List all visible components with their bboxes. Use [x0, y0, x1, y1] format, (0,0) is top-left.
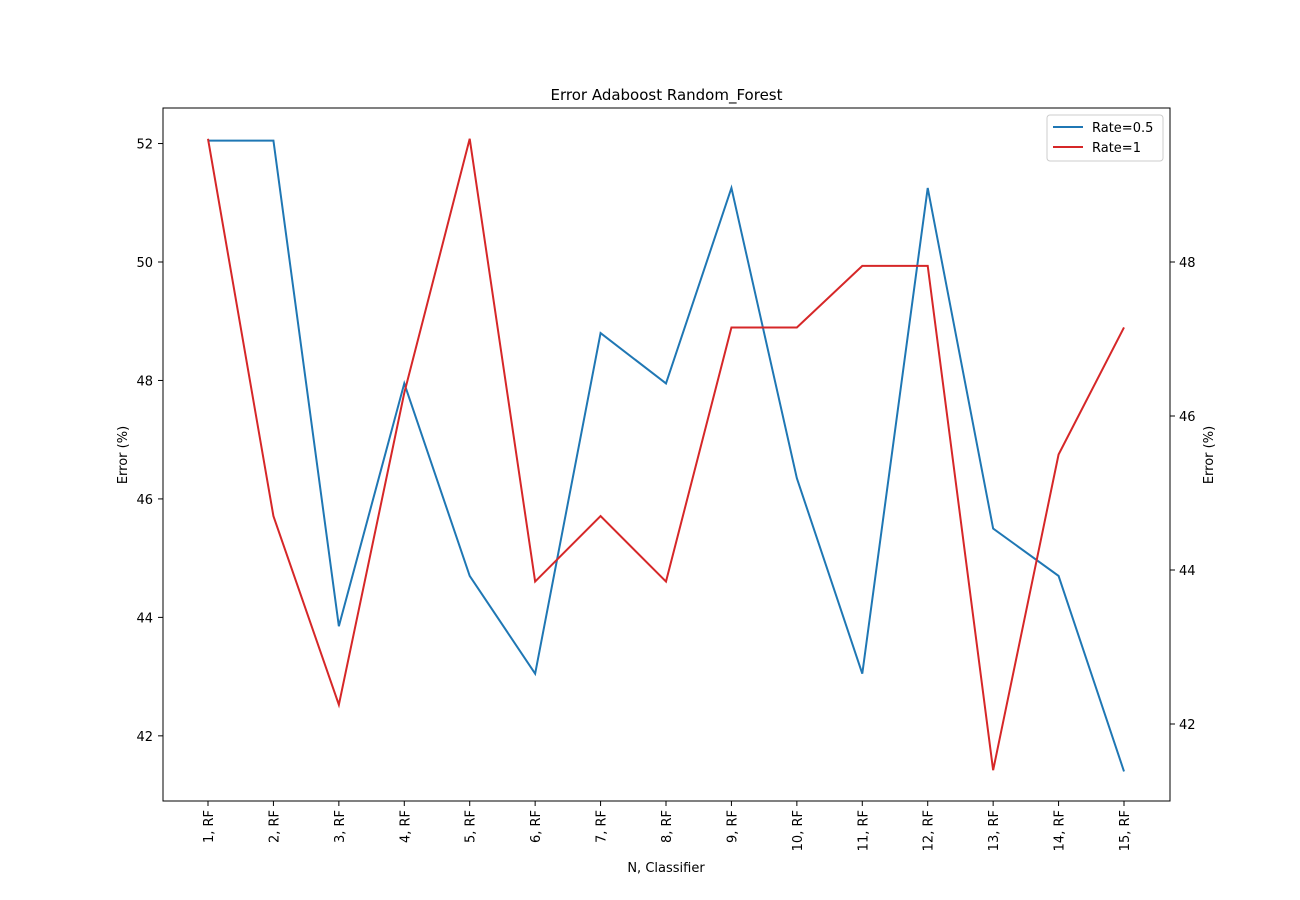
y-tick-label-right: 46	[1179, 410, 1196, 425]
series-line-rate-1	[207, 138, 1125, 771]
y-tick-label-right: 42	[1179, 718, 1196, 733]
ticks-layer: 1, RF 2, RF 3, RF 4, RF 5, RF 6, RF 7, RF 8, RF…	[136, 138, 1195, 852]
y-tick-label-left: 42	[136, 730, 153, 745]
x-tick-label: 12, RF	[922, 810, 937, 851]
x-tick-label: 4, RF	[398, 810, 413, 843]
legend-label-rate-0-5: Rate=0.5	[1092, 121, 1153, 136]
legend: Rate=0.5 Rate=1	[1046, 114, 1164, 162]
chart-title: Error Adaboost Random_Forest	[550, 86, 782, 105]
y-axis-label-right: Error (%)	[1202, 426, 1217, 484]
x-tick-label: 9, RF	[725, 810, 740, 843]
x-tick-label: 2, RF	[267, 810, 282, 843]
y-tick-label-left: 52	[136, 138, 153, 153]
plot-frame	[162, 107, 1171, 802]
x-tick-label: 13, RF	[987, 810, 1002, 851]
y-tick-label-left: 44	[136, 611, 153, 626]
y-axis-label-left: Error (%)	[116, 426, 131, 484]
legend-label-rate-1: Rate=1	[1092, 141, 1141, 156]
x-tick-label: 10, RF	[791, 810, 806, 851]
x-tick-label: 15, RF	[1118, 810, 1133, 851]
x-tick-label: 5, RF	[464, 810, 479, 843]
lines-layer	[207, 138, 1125, 772]
y-tick-label-right: 44	[1179, 564, 1196, 579]
y-tick-label-right: 48	[1179, 256, 1196, 271]
x-tick-label: 14, RF	[1053, 810, 1068, 851]
y-tick-label-left: 46	[136, 493, 153, 508]
x-tick-label: 1, RF	[202, 810, 217, 843]
y-tick-label-left: 48	[136, 374, 153, 389]
x-axis-label: N, Classifier	[627, 861, 705, 876]
y-tick-label-left: 50	[136, 256, 153, 271]
x-tick-label: 7, RF	[595, 810, 610, 843]
x-tick-label: 8, RF	[660, 810, 675, 843]
x-tick-label: 11, RF	[856, 810, 871, 851]
x-tick-label: 3, RF	[333, 810, 348, 843]
x-tick-label: 6, RF	[529, 810, 544, 843]
